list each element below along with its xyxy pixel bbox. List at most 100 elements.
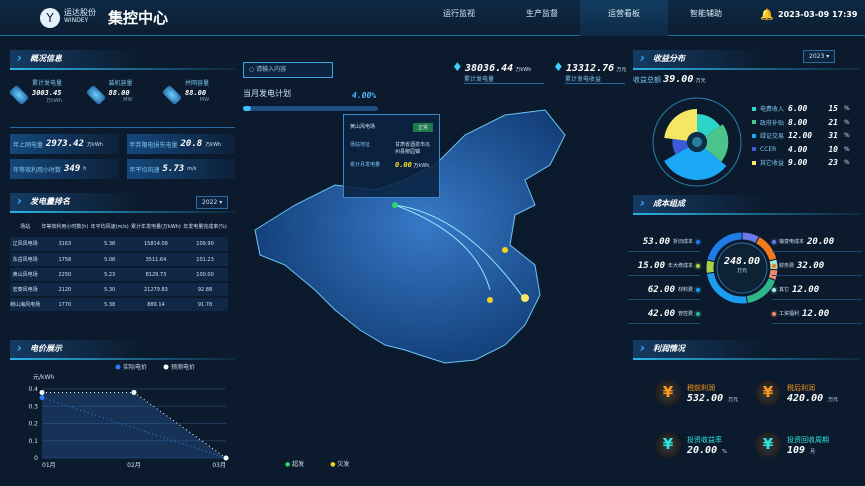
- nav-production[interactable]: 生产监督: [526, 9, 558, 18]
- table-row[interactable]: 宏泰风电场 2120 5.30 21279.83 92.88: [10, 282, 228, 297]
- table-cell: 3511.64: [145, 256, 167, 263]
- kpi-unit: m/s: [187, 166, 197, 172]
- station-marker[interactable]: [521, 294, 529, 302]
- station-popup: 黄山风电场 正常 场站地址 甘肃省酒泉市瓜州县柳园镇 累计月发电量 0.00 万kWh: [343, 114, 440, 198]
- revenue-rose-chart: [652, 97, 742, 187]
- legend-item[interactable]: 电费收入 6.00 15%: [752, 102, 850, 116]
- column-header: 场站: [20, 224, 31, 230]
- nav-operation-board[interactable]: 运营看板: [580, 0, 668, 36]
- data-point: [39, 395, 45, 401]
- gear-icon: [85, 84, 106, 106]
- table-cell: 91.78: [197, 301, 213, 308]
- cost-item[interactable]: 工资福利 12.00: [772, 304, 862, 324]
- legend-item[interactable]: 绿证交易 12.00 31%: [752, 129, 850, 143]
- brand-cn: 运达股份: [64, 8, 96, 17]
- cost-label: 折旧成本: [672, 239, 693, 245]
- station-marker[interactable]: [487, 297, 493, 303]
- outer-ring: [652, 97, 742, 187]
- legend-marker: [752, 147, 756, 152]
- table-cell: 黄山风电场: [12, 271, 38, 278]
- station-marker[interactable]: [502, 247, 508, 253]
- table-row[interactable]: 东岳风电场 1758 5.08 3511.64 101.23: [10, 252, 228, 267]
- kpi-value: 20.8: [180, 139, 203, 149]
- legend-under: ● 欠发: [330, 461, 350, 468]
- kpi-unit: 万kWh: [205, 141, 222, 148]
- legend-marker: [752, 106, 756, 111]
- price-line-chart: 0 0.1 0.2 0.3 0.4 元/kWh 01月 02月 03月 实际电价 预测电价: [28, 363, 229, 469]
- cost-marker: [772, 311, 776, 316]
- legend-item[interactable]: 政府补贴 8.00 21%: [752, 116, 850, 130]
- cost-label: 年大修成本: [667, 263, 693, 269]
- legend-value: 9.00: [788, 158, 808, 168]
- table-cell: 92.88: [197, 286, 213, 293]
- pct-sign: %: [844, 105, 850, 113]
- kpi-1: 年弃限电损失电量 20.8 万kWh: [126, 134, 235, 154]
- cost-value: 32.00: [797, 260, 825, 271]
- legend-label: 欠发: [337, 461, 350, 468]
- y-tick-label: 0.3: [28, 403, 38, 410]
- revenue-panel: 收益分布 2023 ▾ 收益总额 39.00 万元: [633, 49, 861, 85]
- kpi-label: 年平均风速: [129, 166, 160, 174]
- table-cell: 辽风风电场: [12, 241, 38, 247]
- legend-item[interactable]: 其它收益 9.00 23%: [752, 156, 850, 170]
- stat-2: 并网容量 88.00 MW: [161, 78, 235, 127]
- table-row[interactable]: 黄山风电场 2250 5.23 8129.73 100.00: [10, 267, 228, 282]
- legend-label[interactable]: 实际电价: [123, 363, 147, 371]
- top-bar: Y 运达股份 WINDEY 集控中心 运行监视 生产监督 运营看板 智能辅助 🔔 …: [0, 0, 865, 36]
- profit-item: ¥ 投资收益率 20.00%: [655, 432, 755, 458]
- legend-label[interactable]: 预测电价: [171, 363, 195, 371]
- rose-slice: [704, 124, 729, 162]
- cost-label: 材料费: [677, 287, 693, 293]
- search-input[interactable]: ○ 请输入内容: [243, 62, 333, 78]
- revenue-total: 39.00: [663, 74, 694, 85]
- profit-item: ¥ 投资回收周期 109 月: [755, 432, 855, 458]
- cost-item[interactable]: 53.00 折旧成本: [628, 232, 700, 252]
- profit-unit: %: [722, 448, 727, 455]
- y-tick-label: 0.4: [28, 386, 38, 393]
- table-cell: 5.08: [104, 256, 116, 263]
- legend-pct: 15: [828, 104, 838, 114]
- y-tick-label: 0: [34, 455, 38, 462]
- search-placeholder: 请输入内容: [256, 66, 287, 73]
- cost-panel: 成本组成: [633, 194, 861, 215]
- cost-value: 53.00: [642, 236, 670, 247]
- y-axis-label: 元/kWh: [33, 374, 54, 381]
- cost-value: 20.00: [807, 236, 835, 247]
- table-row[interactable]: 崂山海风电场 1770 5.38 889.14 91.78: [10, 297, 228, 312]
- plan-progress-bar: [243, 106, 378, 111]
- year-select[interactable]: 2023 ▾: [803, 50, 836, 63]
- stat-text: 累计发电量 3003.45 万kWh: [32, 78, 62, 127]
- table-cell: 1758: [58, 256, 72, 263]
- legend-item[interactable]: CCER 4.00 10%: [752, 143, 850, 157]
- profit-unit: 万元: [828, 396, 839, 403]
- cost-item[interactable]: 财务费 32.00: [772, 256, 862, 276]
- cost-item[interactable]: 输变电成本 20.00: [772, 232, 862, 252]
- profit-text: 税前利润 532.00 万元: [687, 383, 738, 404]
- china-map[interactable]: [235, 95, 635, 485]
- nav-run-monitor[interactable]: 运行监视: [443, 9, 475, 18]
- cost-item[interactable]: 62.00 材料费: [628, 280, 700, 300]
- cost-item[interactable]: 其它 12.00: [772, 280, 862, 300]
- table-row[interactable]: 辽风风电场 3163 5.38 15814.09 109.90: [10, 237, 228, 252]
- ranking-panel: 发电量排名 2022 ▾ 场站 年等效利用小时数(h)年平均风速(m/s)累计年发…: [10, 192, 235, 313]
- alarm-bell-icon[interactable]: 🔔: [760, 8, 774, 21]
- cost-item[interactable]: 15.00 年大修成本: [628, 256, 700, 276]
- kpi-value: 5.73: [162, 164, 185, 174]
- rose-slice: [697, 114, 721, 137]
- cost-label: 输变电成本: [779, 239, 805, 245]
- stat-unit: 万kWh: [46, 98, 63, 104]
- overview-panel: 概况信息 累计发电量3003.45万kWh装机容量88.00MW并网容量88.0…: [8, 49, 235, 179]
- total-rev-stat: ♦ 13312.76 万元 累计发电收益: [553, 60, 626, 84]
- panel-title: 利润情况: [633, 339, 861, 358]
- legend-value: 8.00: [788, 117, 808, 127]
- legend-label: CCER: [760, 145, 777, 153]
- stat-1: 装机容量 88.00 MW: [85, 78, 159, 127]
- cost-marker: [696, 287, 700, 292]
- cost-marker: [696, 263, 700, 268]
- x-tick-label: 01月: [42, 462, 56, 469]
- station-marker[interactable]: [392, 202, 398, 208]
- cost-item[interactable]: 42.00 管控费: [628, 304, 700, 324]
- year-select[interactable]: 2022 ▾: [196, 196, 229, 209]
- pct-sign: %: [844, 132, 850, 140]
- nav-smart-assist[interactable]: 智能辅助: [690, 9, 722, 18]
